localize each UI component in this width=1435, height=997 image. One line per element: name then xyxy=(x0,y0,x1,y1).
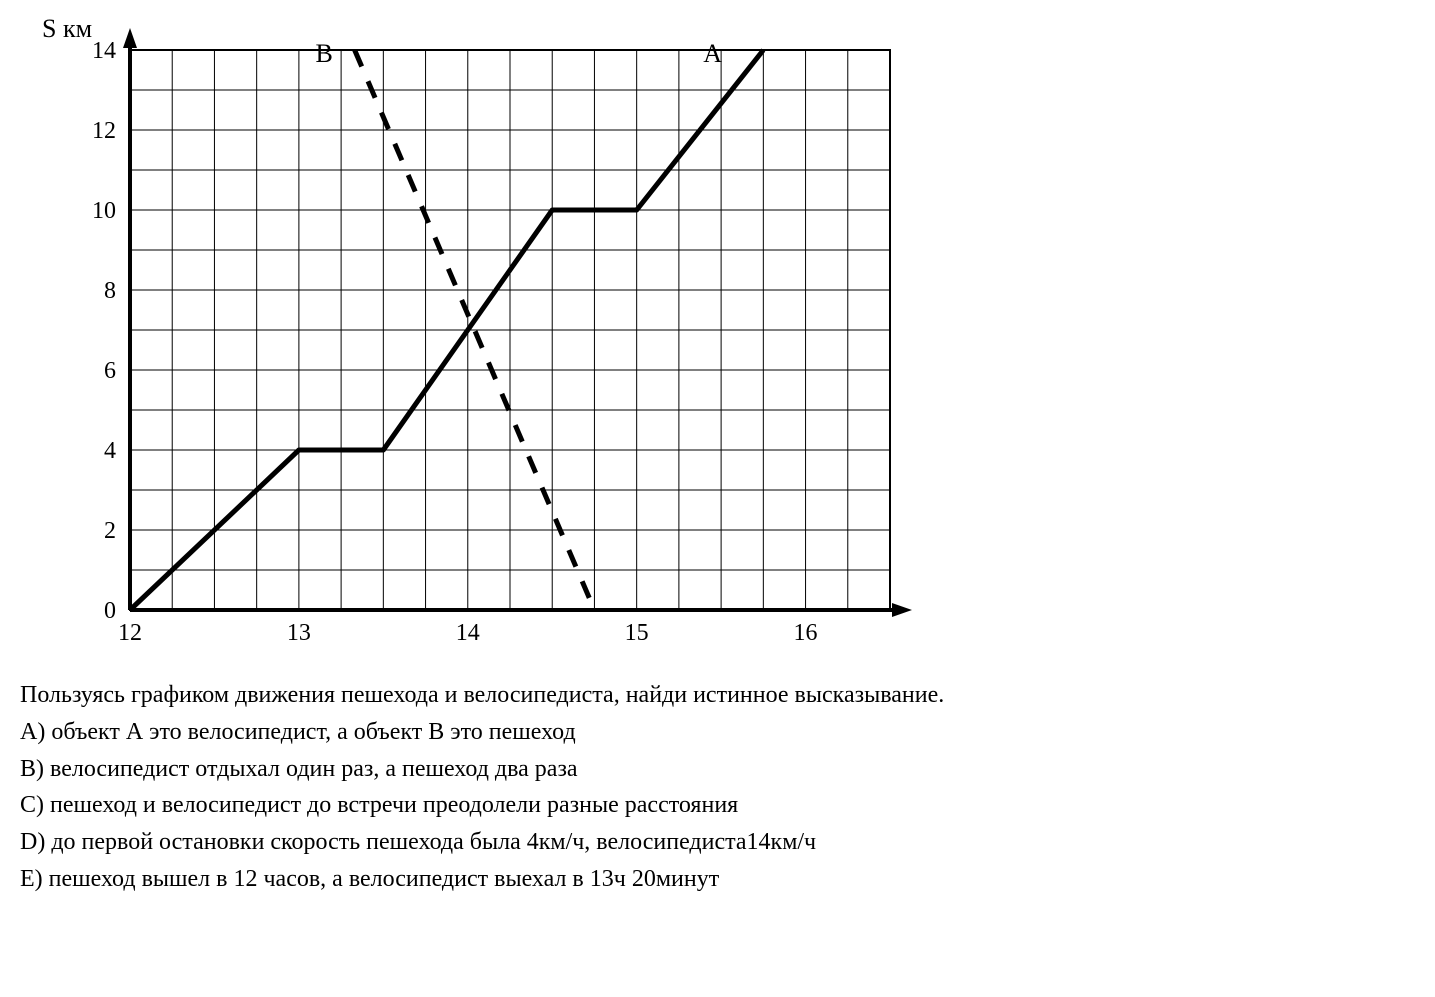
y-axis-label: S км xyxy=(42,14,92,44)
svg-text:15: 15 xyxy=(625,620,649,646)
svg-text:8: 8 xyxy=(104,278,116,304)
option-e: E) пешеход вышел в 12 часов, а велосипед… xyxy=(20,862,1400,897)
svg-text:B: B xyxy=(316,39,333,68)
svg-text:10: 10 xyxy=(92,198,116,224)
svg-text:A: A xyxy=(703,39,722,68)
option-c: C) пешеход и велосипедист до встречи пре… xyxy=(20,788,1400,823)
chart-svg: 0 2 4 6 8 10 12 14 12 13 14 15 16 A B xyxy=(20,20,920,660)
question-block: Пользуясь графиком движения пешехода и в… xyxy=(20,678,1400,897)
option-a: A) объект А это велосипедист, а объект B… xyxy=(20,715,1400,750)
svg-text:0: 0 xyxy=(104,598,116,624)
option-b: B) велосипедист отдыхал один раз, а пеше… xyxy=(20,752,1400,787)
svg-text:4: 4 xyxy=(104,438,116,464)
svg-text:2: 2 xyxy=(104,518,116,544)
answer-options: A) объект А это велосипедист, а объект B… xyxy=(20,715,1400,897)
motion-chart: S км 024681012141213141516AB xyxy=(20,20,920,660)
question-prompt: Пользуясь графиком движения пешехода и в… xyxy=(20,678,1400,713)
svg-text:14: 14 xyxy=(456,620,480,646)
svg-text:16: 16 xyxy=(794,620,818,646)
svg-text:13: 13 xyxy=(287,620,311,646)
svg-text:14: 14 xyxy=(92,38,116,64)
option-d: D) до первой остановки скорость пешехода… xyxy=(20,825,1400,860)
svg-text:6: 6 xyxy=(104,358,116,384)
svg-text:12: 12 xyxy=(118,620,142,646)
svg-text:12: 12 xyxy=(92,118,116,144)
